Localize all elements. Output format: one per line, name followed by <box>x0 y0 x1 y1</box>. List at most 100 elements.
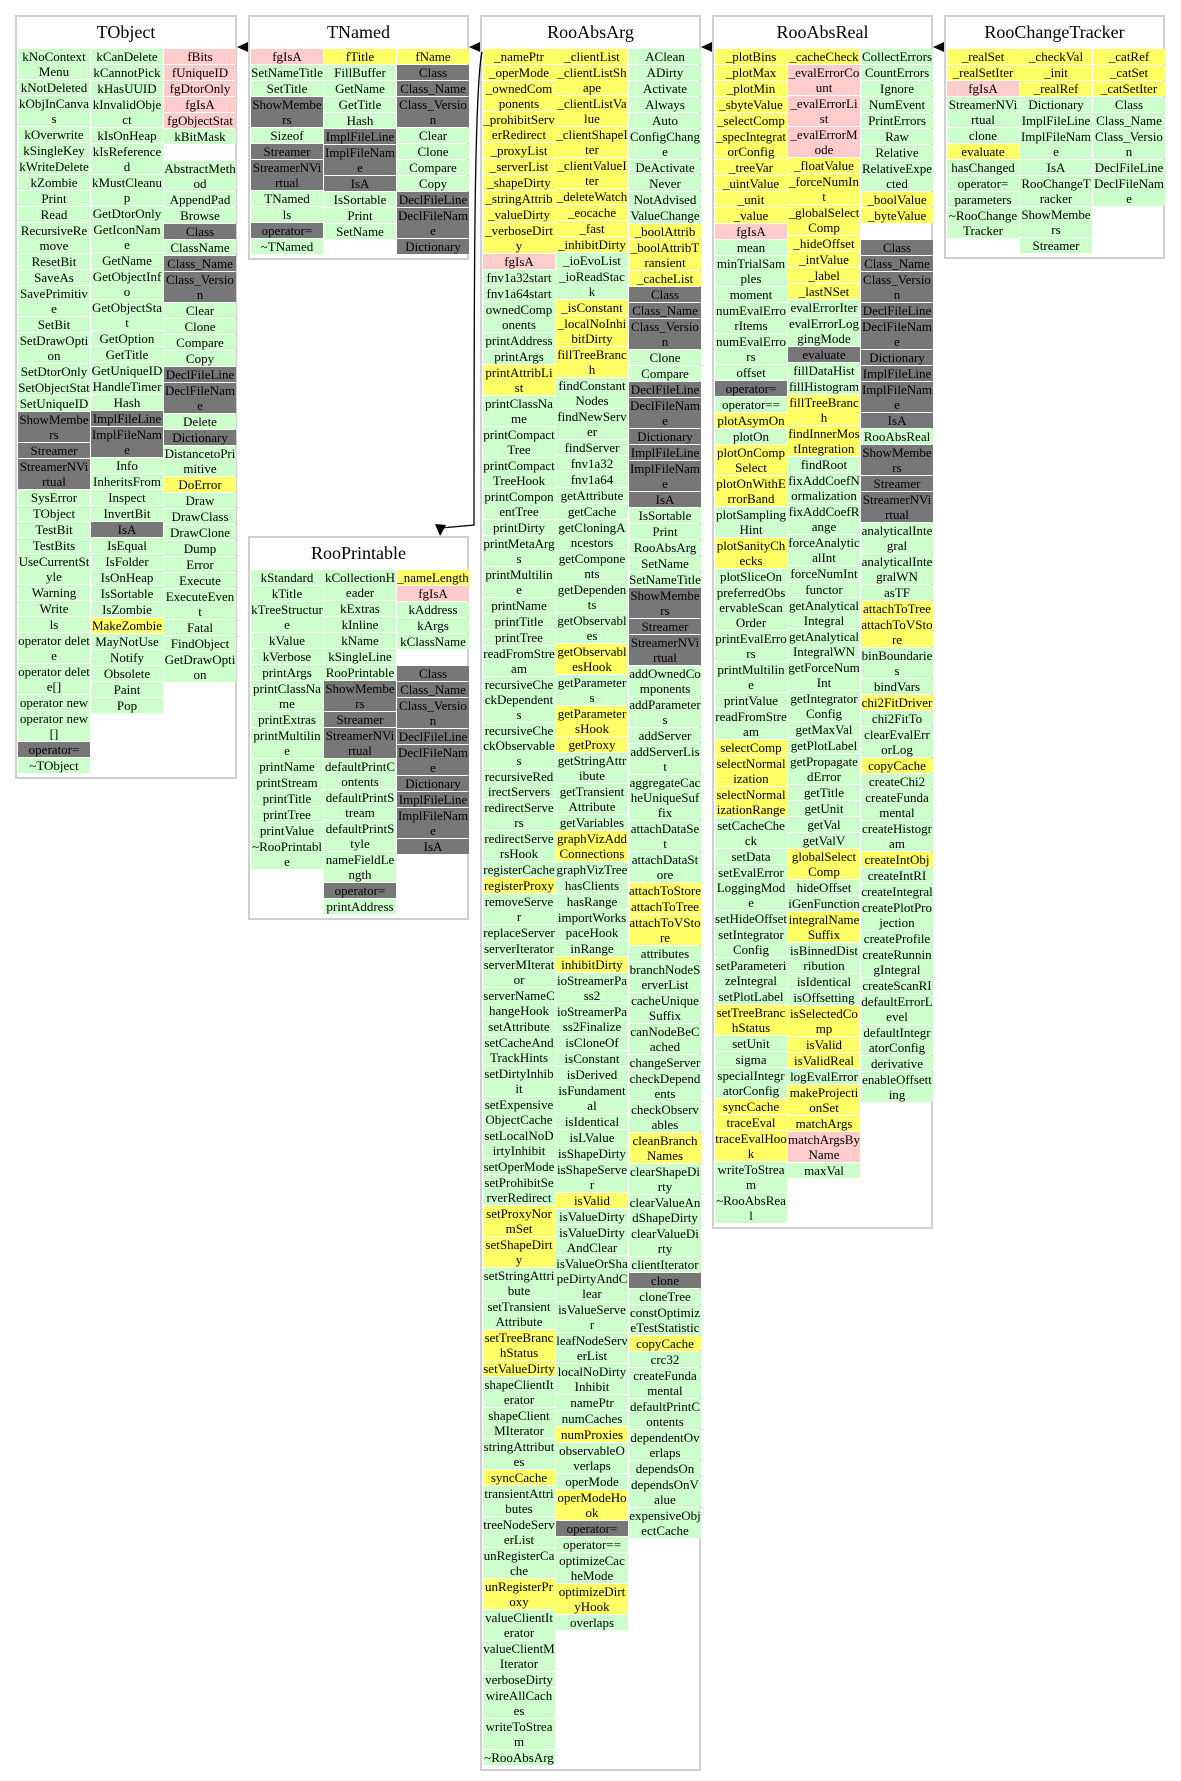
member-cell[interactable]: ImplFileName <box>91 427 163 457</box>
member-cell[interactable]: StreamerNVirtual <box>251 160 323 190</box>
member-cell[interactable]: SetBit <box>18 317 90 332</box>
member-cell[interactable]: SetObjectStat <box>18 380 90 395</box>
member-cell[interactable]: GetTitle <box>324 97 396 112</box>
member-cell[interactable]: DeclFileName <box>1093 176 1165 206</box>
member-cell[interactable]: printStream <box>251 775 323 790</box>
member-cell[interactable]: ShowMembers <box>861 445 933 475</box>
member-cell[interactable]: Class_Version <box>397 97 469 127</box>
member-cell[interactable]: Streamer <box>324 712 396 727</box>
member-cell[interactable]: matchArgsByName <box>788 1132 860 1162</box>
member-cell[interactable]: attachDataStore <box>629 852 701 882</box>
member-cell[interactable]: getPropagatedError <box>788 754 860 784</box>
member-cell[interactable]: ImplFileLine <box>629 445 701 460</box>
member-cell[interactable]: printCompactTreeHook <box>483 458 555 488</box>
member-cell[interactable]: Class <box>861 240 933 255</box>
member-cell[interactable]: isSelectedComp <box>788 1006 860 1036</box>
member-cell[interactable]: _treeVar <box>715 160 787 175</box>
member-cell[interactable]: TObject <box>18 506 90 521</box>
member-cell[interactable]: serverMIterator <box>483 957 555 987</box>
member-cell[interactable]: plotOnCompSelect <box>715 445 787 475</box>
member-cell[interactable]: enableOffsetting <box>861 1072 933 1102</box>
member-cell[interactable]: operator= <box>715 381 787 396</box>
member-cell[interactable]: _byteValue <box>861 208 933 223</box>
member-cell[interactable]: Class <box>397 666 469 681</box>
member-cell[interactable]: printValue <box>251 823 323 838</box>
member-cell[interactable]: _evalErrorCount <box>788 65 860 95</box>
member-cell[interactable]: Streamer <box>861 476 933 491</box>
member-cell[interactable]: transientAttributes <box>483 1486 555 1516</box>
member-cell[interactable]: clone <box>947 128 1019 143</box>
member-cell[interactable]: _operMode <box>483 65 555 80</box>
member-cell[interactable]: IsFolder <box>91 554 163 569</box>
member-cell[interactable]: SetName <box>324 224 396 239</box>
member-cell[interactable]: setIntegratorConfig <box>715 927 787 957</box>
member-cell[interactable]: Print <box>18 191 90 206</box>
member-cell[interactable]: Relative <box>861 145 933 160</box>
member-cell[interactable]: aggregateCacheUniqueSuffix <box>629 775 701 820</box>
member-cell[interactable]: Activate <box>629 81 701 96</box>
member-cell[interactable]: unRegisterProxy <box>483 1579 555 1609</box>
member-cell[interactable]: attachToVStore <box>861 617 933 647</box>
member-cell[interactable]: evalErrorLoggingMode <box>788 316 860 346</box>
member-cell[interactable]: Dictionary <box>397 239 469 254</box>
member-cell[interactable]: getTitle <box>788 785 860 800</box>
member-cell[interactable]: kCanDelete <box>91 49 163 64</box>
member-cell[interactable]: registerCache <box>483 862 555 877</box>
member-cell[interactable]: IsA <box>629 492 701 507</box>
member-cell[interactable]: ~RooPrintable <box>251 839 323 869</box>
member-cell[interactable]: _isConstant <box>556 300 628 315</box>
member-cell[interactable]: getStringAttribute <box>556 753 628 783</box>
member-cell[interactable]: operator= <box>947 176 1019 191</box>
member-cell[interactable]: Clone <box>397 144 469 159</box>
member-cell[interactable]: _ownedComponents <box>483 81 555 111</box>
member-cell[interactable]: addServerList <box>629 744 701 774</box>
class-box-rooabsreal[interactable]: RooAbsReal _plotBins _plotMax _plotMin _sbyt… <box>712 15 933 1229</box>
member-cell[interactable]: operator new <box>18 695 90 710</box>
member-cell[interactable]: Class_Version <box>1093 129 1165 159</box>
member-cell[interactable]: GetDrawOption <box>164 652 236 682</box>
member-cell[interactable]: logEvalError <box>788 1069 860 1084</box>
member-cell[interactable]: AbstractMethod <box>164 161 236 191</box>
member-cell[interactable]: replaceServer <box>483 925 555 940</box>
member-cell[interactable]: moment <box>715 287 787 302</box>
member-cell[interactable]: dependentOverlaps <box>629 1430 701 1460</box>
member-cell[interactable]: ImplFileLine <box>91 411 163 426</box>
member-cell[interactable]: forceNumInt <box>788 566 860 581</box>
member-cell[interactable]: CollectErrors <box>861 49 933 64</box>
member-cell[interactable]: _boolAttrib <box>629 224 701 239</box>
member-cell[interactable]: isCloneOf <box>556 1035 628 1050</box>
member-cell[interactable]: ~RooAbsReal <box>715 1193 787 1223</box>
member-cell[interactable]: matchArgs <box>788 1116 860 1131</box>
member-cell[interactable]: IsSortable <box>91 586 163 601</box>
member-cell[interactable]: kBitMask <box>164 129 236 144</box>
member-cell[interactable]: maxVal <box>788 1163 860 1178</box>
member-cell[interactable]: createChi2 <box>861 774 933 789</box>
member-cell[interactable]: RooChangeTracker <box>1020 176 1092 206</box>
member-cell[interactable]: parameters <box>947 192 1019 207</box>
member-cell[interactable]: isValueDirtyAndClear <box>556 1225 628 1255</box>
member-cell[interactable]: _namePtr <box>483 49 555 64</box>
member-cell[interactable]: StreamerNVirtual <box>18 459 90 489</box>
member-cell[interactable]: copyCache <box>629 1336 701 1351</box>
member-cell[interactable]: GetOption <box>91 331 163 346</box>
class-box-tobject[interactable]: TObject kNoContextMenu kNotDeleted kObjInCa… <box>15 15 237 779</box>
member-cell[interactable]: _evalErrorMode <box>788 127 860 157</box>
member-cell[interactable]: defaultIntegratorConfig <box>861 1025 933 1055</box>
member-cell[interactable]: numCaches <box>556 1411 628 1426</box>
member-cell[interactable]: FindObject <box>164 636 236 651</box>
member-cell[interactable]: writeToStream <box>483 1719 555 1749</box>
member-cell[interactable]: SavePrimitive <box>18 286 90 316</box>
member-cell[interactable]: getMaxVal <box>788 722 860 737</box>
member-cell[interactable]: _hideOffset <box>788 236 860 251</box>
member-cell[interactable]: printArgs <box>251 665 323 680</box>
member-cell[interactable]: Clear <box>397 128 469 143</box>
member-cell[interactable]: _shapeDirty <box>483 175 555 190</box>
member-cell[interactable]: writeToStream <box>715 1162 787 1192</box>
member-cell[interactable]: plotOn <box>715 429 787 444</box>
member-cell[interactable]: ls <box>251 207 323 222</box>
member-cell[interactable]: findConstantNodes <box>556 378 628 408</box>
member-cell[interactable]: Streamer <box>251 144 323 159</box>
member-cell[interactable]: _cacheList <box>629 271 701 286</box>
member-cell[interactable]: getParameters <box>556 675 628 705</box>
member-cell[interactable]: dependsOn <box>629 1461 701 1476</box>
